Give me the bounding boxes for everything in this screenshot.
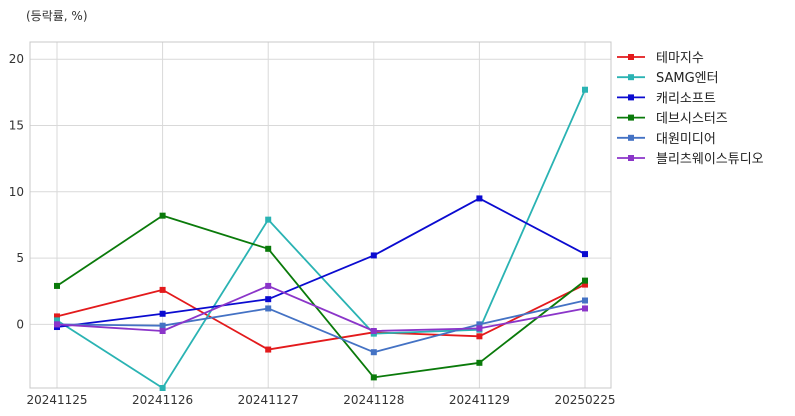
legend-item: 대원미디어 bbox=[617, 132, 716, 147]
plot-frame bbox=[29, 41, 612, 389]
series-4 bbox=[54, 212, 588, 381]
data-point bbox=[54, 321, 60, 328]
series-lines bbox=[54, 86, 588, 391]
unit-label: (등락률, %) bbox=[26, 9, 88, 23]
grid bbox=[30, 42, 611, 388]
data-point bbox=[159, 327, 166, 334]
legend-marker bbox=[628, 94, 634, 101]
data-point bbox=[159, 212, 166, 219]
x-tick-label: 20241127 bbox=[238, 393, 299, 407]
data-point bbox=[265, 305, 272, 312]
series-6 bbox=[54, 282, 588, 334]
x-tick-label: 20241128 bbox=[343, 393, 404, 407]
legend-marker bbox=[628, 54, 634, 60]
x-tick-label: 20241129 bbox=[449, 393, 510, 407]
legend-label: 데브시스터즈 bbox=[656, 112, 728, 127]
x-tick-label: 20250225 bbox=[554, 393, 615, 407]
y-axis: 0 5 10 15 20 bbox=[9, 52, 24, 331]
y-tick-label: 10 bbox=[9, 185, 24, 199]
data-point bbox=[582, 251, 588, 258]
legend-marker bbox=[628, 114, 634, 121]
series-line bbox=[56, 283, 586, 351]
y-tick-label: 5 bbox=[16, 251, 24, 265]
series-line bbox=[56, 299, 586, 354]
data-point bbox=[582, 305, 588, 312]
data-point bbox=[476, 195, 483, 202]
legend-item: SAMG엔터 bbox=[617, 71, 719, 86]
legend-label: 대원미디어 bbox=[656, 132, 716, 147]
legend-label: 캐리소프트 bbox=[656, 91, 716, 106]
data-point bbox=[159, 310, 166, 317]
legend-marker bbox=[628, 74, 634, 81]
legend-label: 블리츠웨이스튜디오 bbox=[656, 152, 764, 167]
y-tick-label: 15 bbox=[9, 119, 24, 133]
data-point bbox=[370, 327, 377, 334]
legend-item: 데브시스터즈 bbox=[617, 112, 728, 127]
series-line bbox=[56, 197, 586, 328]
data-point bbox=[265, 216, 272, 223]
legend-marker bbox=[628, 134, 634, 141]
data-point bbox=[370, 349, 377, 356]
y-tick-label: 0 bbox=[16, 317, 24, 331]
x-axis: 20241125 20241126 20241127 20241128 20241129… bbox=[26, 393, 615, 407]
series-5 bbox=[54, 297, 588, 356]
legend-label: SAMG엔터 bbox=[656, 71, 719, 86]
data-point bbox=[159, 286, 166, 293]
legend-item: 테마지수 bbox=[617, 51, 704, 66]
legend-item: 캐리소프트 bbox=[617, 91, 716, 106]
data-point bbox=[265, 296, 272, 303]
data-point bbox=[582, 277, 588, 284]
data-point bbox=[476, 359, 483, 366]
series-line bbox=[56, 214, 586, 379]
legend-label: 테마지수 bbox=[656, 51, 704, 66]
data-point bbox=[54, 313, 60, 320]
data-point bbox=[159, 385, 166, 391]
data-point bbox=[582, 86, 588, 93]
series-line bbox=[56, 285, 586, 332]
data-point bbox=[582, 297, 588, 304]
data-point bbox=[54, 317, 60, 324]
data-point bbox=[265, 245, 272, 252]
x-tick-label: 20241125 bbox=[26, 393, 87, 407]
legend-marker bbox=[628, 155, 634, 161]
data-point bbox=[265, 282, 272, 289]
data-point bbox=[159, 322, 166, 329]
data-point bbox=[370, 374, 377, 381]
data-point bbox=[476, 325, 483, 332]
y-tick-label: 20 bbox=[9, 52, 24, 66]
series-2 bbox=[54, 86, 588, 391]
data-point bbox=[476, 333, 483, 340]
data-point bbox=[476, 321, 483, 328]
data-point bbox=[370, 252, 377, 259]
data-point bbox=[582, 281, 588, 288]
data-point bbox=[54, 282, 60, 289]
data-point bbox=[265, 346, 272, 353]
x-tick-label: 20241126 bbox=[132, 393, 193, 407]
legend-item: 블리츠웨이스튜디오 bbox=[617, 152, 764, 167]
